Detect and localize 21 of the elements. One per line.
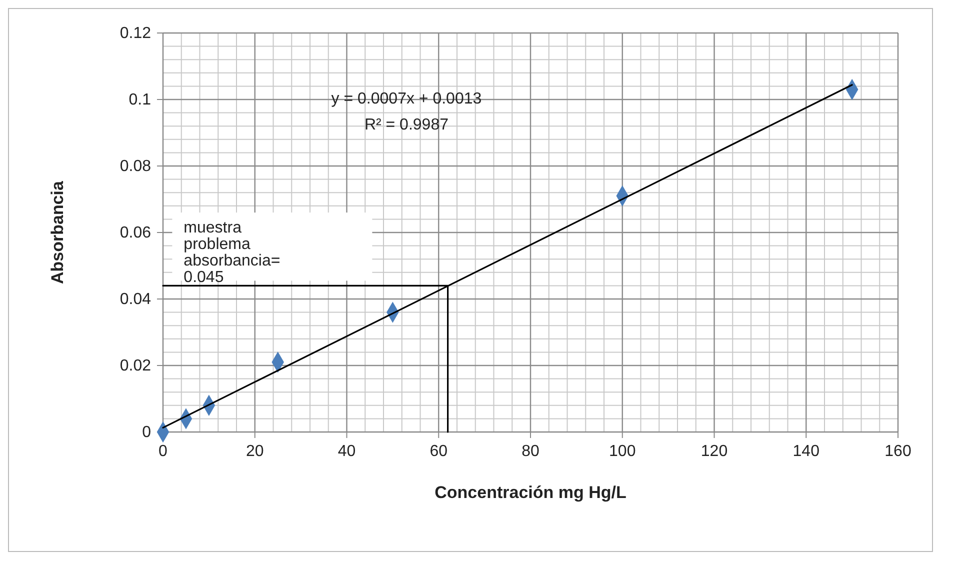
y-tick-label: 0.08 xyxy=(120,158,152,175)
y-tick-label: 0.12 xyxy=(120,25,152,42)
annotation: muestra problema absorbancia= 0.045 xyxy=(184,220,280,286)
y-axis-title: Absorbancia xyxy=(48,180,67,284)
x-tick-label: 20 xyxy=(246,443,264,460)
y-tick-label: 0.04 xyxy=(120,291,152,308)
annotation: y = 0.0007x + 0.0013 xyxy=(331,90,482,108)
x-tick-label: 60 xyxy=(430,443,448,460)
x-tick-label: 0 xyxy=(158,443,168,460)
x-tick-label: 160 xyxy=(884,443,912,460)
x-tick-label: 120 xyxy=(700,443,728,460)
x-tick-label: 100 xyxy=(609,443,636,460)
x-tick-label: 140 xyxy=(792,443,820,460)
annotation: R² = 0.9987 xyxy=(364,116,449,134)
x-tick-label: 40 xyxy=(338,443,356,460)
x-tick-label: 80 xyxy=(522,443,540,460)
y-tick-label: 0.06 xyxy=(120,224,152,242)
x-axis-title: Concentración mg Hg/L xyxy=(434,483,626,502)
y-tick-label: 0.1 xyxy=(128,92,152,108)
y-tick-label: 0.02 xyxy=(120,358,152,374)
y-tick-label: 0 xyxy=(142,424,152,441)
